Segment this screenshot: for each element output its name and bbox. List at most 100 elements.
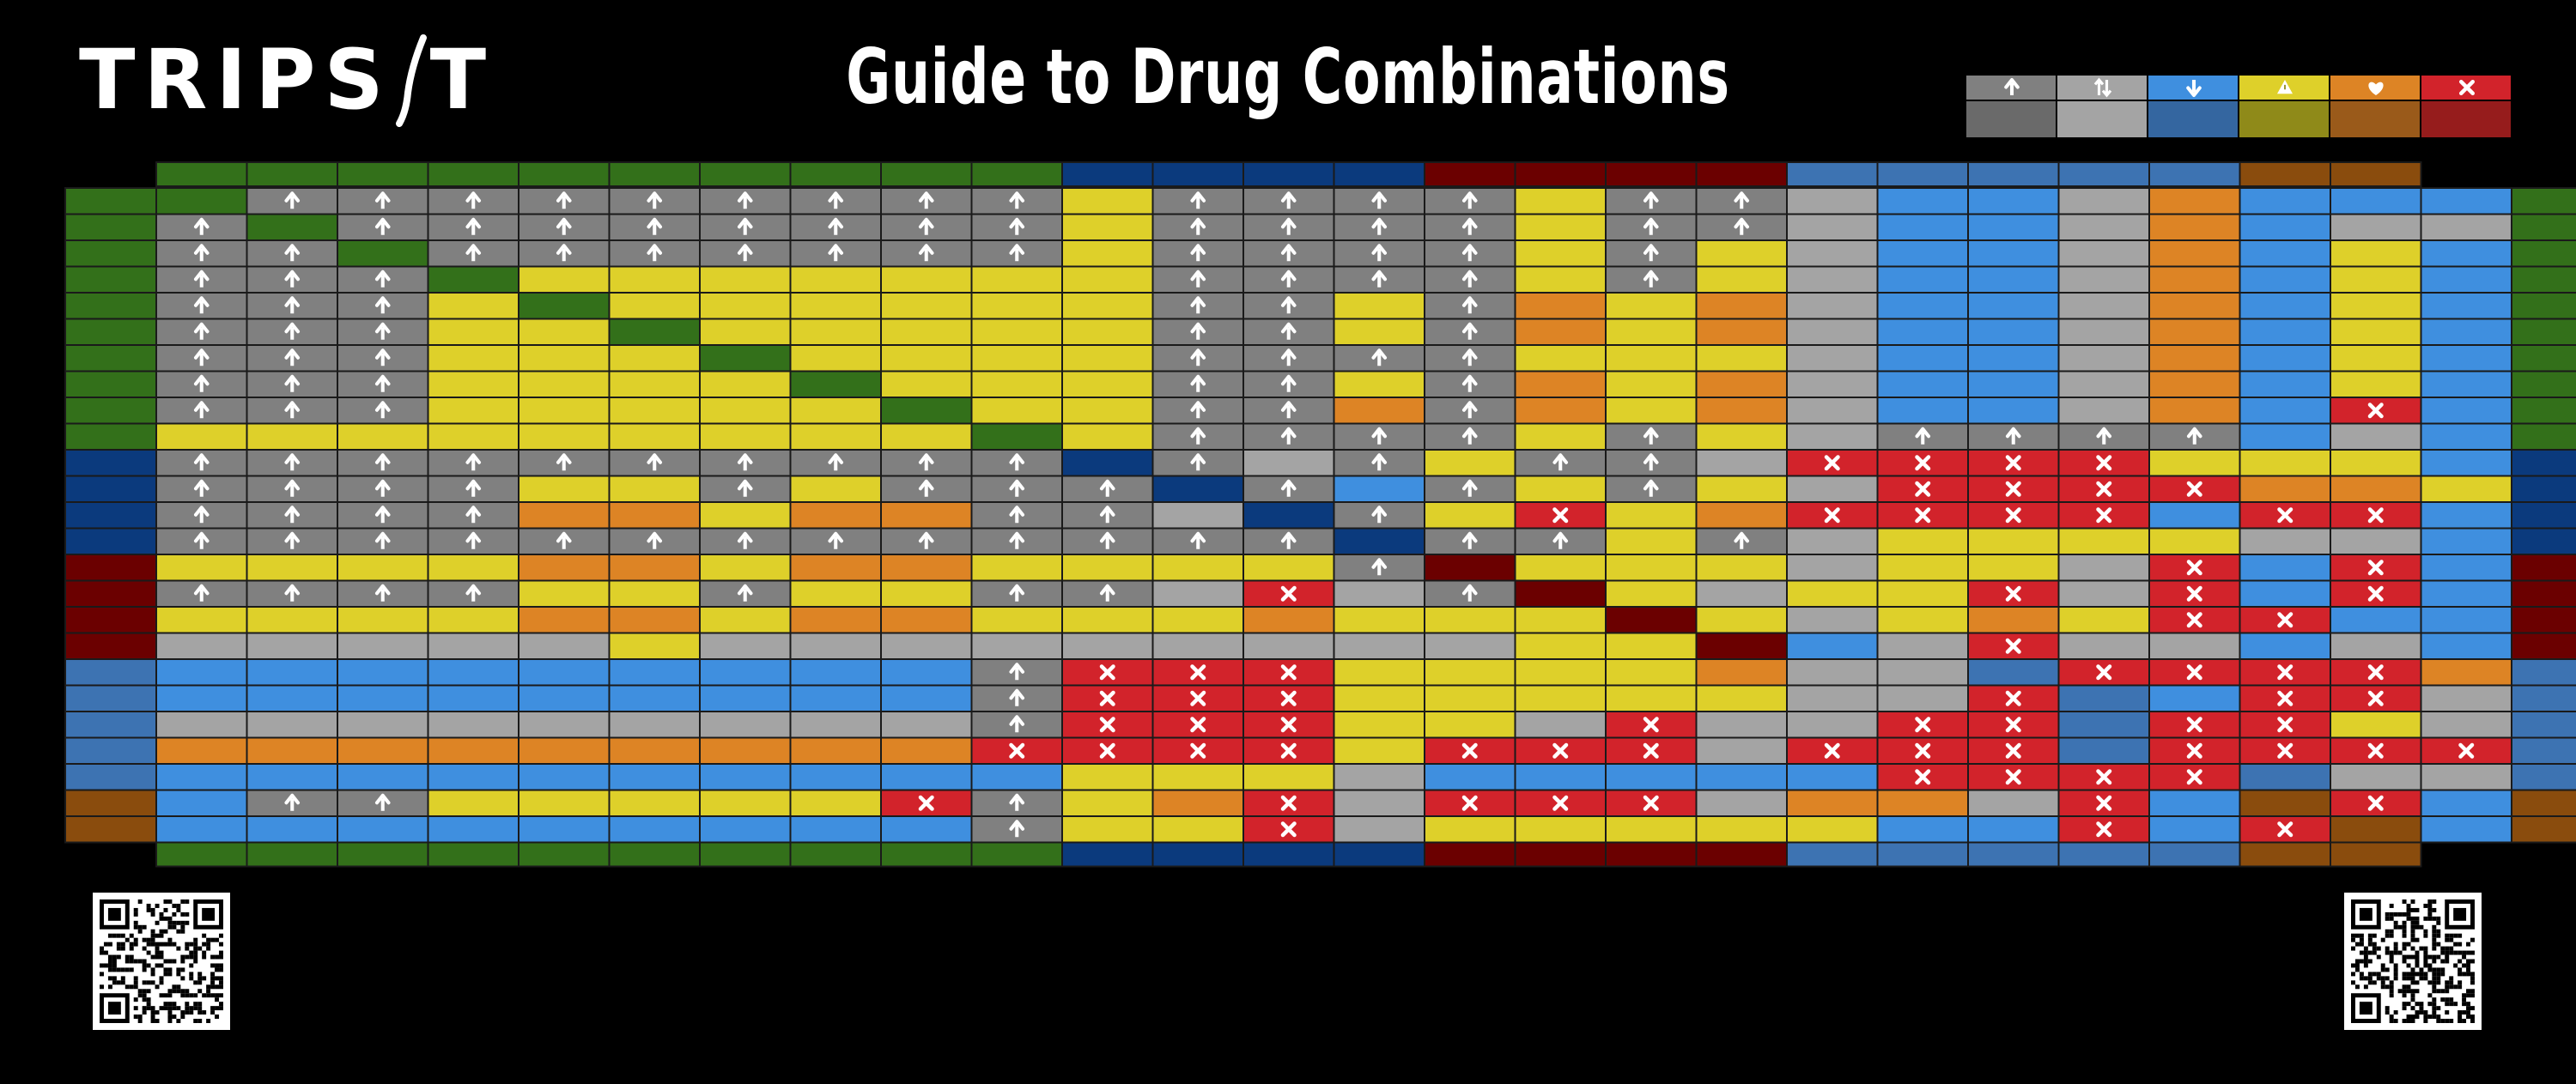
combination-cell[interactable] <box>1061 606 1154 634</box>
combination-cell[interactable] <box>1695 527 1788 555</box>
combination-cell[interactable] <box>699 763 792 791</box>
combination-cell[interactable] <box>699 397 792 425</box>
combination-cell[interactable] <box>155 527 248 555</box>
combination-cell[interactable] <box>427 187 519 215</box>
combination-cell[interactable] <box>1605 815 1698 844</box>
combination-cell[interactable] <box>2420 449 2512 477</box>
combination-cell[interactable] <box>1151 736 1244 765</box>
combination-cell[interactable] <box>518 632 611 660</box>
combination-cell[interactable] <box>1605 501 1698 530</box>
combination-cell[interactable] <box>1786 554 1879 582</box>
combination-cell[interactable] <box>155 554 248 582</box>
combination-cell[interactable] <box>608 736 701 765</box>
combination-cell[interactable] <box>789 789 882 817</box>
combination-cell[interactable] <box>1061 527 1154 555</box>
combination-cell[interactable] <box>970 815 1063 844</box>
combination-cell[interactable] <box>2057 213 2150 241</box>
combination-cell[interactable] <box>2420 213 2512 241</box>
combination-cell[interactable] <box>518 658 611 687</box>
combination-cell[interactable] <box>789 658 882 687</box>
combination-cell[interactable] <box>1151 789 1244 817</box>
combination-cell[interactable] <box>427 370 519 398</box>
combination-cell[interactable] <box>2057 239 2150 268</box>
combination-cell[interactable] <box>2057 318 2150 346</box>
combination-cell[interactable] <box>1242 736 1335 765</box>
qr-code-left[interactable] <box>93 893 230 1030</box>
combination-cell[interactable] <box>427 554 519 582</box>
combination-cell[interactable] <box>970 736 1063 765</box>
combination-cell[interactable] <box>1695 711 1788 739</box>
combination-cell[interactable] <box>1967 606 2060 634</box>
combination-cell[interactable] <box>1786 711 1879 739</box>
combination-cell[interactable] <box>2239 501 2331 530</box>
combination-cell[interactable] <box>337 213 429 241</box>
combination-cell[interactable] <box>1061 397 1154 425</box>
combination-cell[interactable] <box>1605 265 1698 294</box>
combination-cell[interactable] <box>337 501 429 530</box>
combination-cell[interactable] <box>1605 397 1698 425</box>
combination-cell[interactable] <box>608 658 701 687</box>
combination-cell[interactable] <box>789 265 882 294</box>
combination-cell[interactable] <box>337 397 429 425</box>
combination-cell[interactable] <box>2148 239 2241 268</box>
combination-cell[interactable] <box>2057 370 2150 398</box>
combination-cell[interactable] <box>2239 815 2331 844</box>
combination-cell[interactable] <box>699 579 792 608</box>
combination-cell[interactable] <box>2057 475 2150 503</box>
combination-cell[interactable] <box>1514 736 1607 765</box>
combination-cell[interactable] <box>427 449 519 477</box>
combination-cell[interactable] <box>880 711 973 739</box>
combination-cell[interactable] <box>518 397 611 425</box>
combination-cell[interactable] <box>2330 527 2422 555</box>
combination-cell[interactable] <box>1424 187 1516 215</box>
combination-cell[interactable] <box>1242 711 1335 739</box>
combination-cell[interactable] <box>2420 475 2512 503</box>
combination-cell[interactable] <box>1061 815 1154 844</box>
combination-cell[interactable] <box>1876 370 1969 398</box>
combination-cell[interactable] <box>155 501 248 530</box>
combination-cell[interactable] <box>2420 318 2512 346</box>
combination-cell[interactable] <box>880 632 973 660</box>
combination-cell[interactable] <box>1242 527 1335 555</box>
combination-cell[interactable] <box>2057 658 2150 687</box>
combination-cell[interactable] <box>1876 501 1969 530</box>
combination-cell[interactable] <box>1061 632 1154 660</box>
combination-cell[interactable] <box>970 397 1063 425</box>
combination-cell[interactable] <box>1695 397 1788 425</box>
combination-cell[interactable] <box>1967 239 2060 268</box>
combination-cell[interactable] <box>1424 789 1516 817</box>
combination-cell[interactable] <box>2239 292 2331 320</box>
combination-cell[interactable] <box>1786 789 1879 817</box>
combination-cell[interactable] <box>1151 579 1244 608</box>
combination-cell[interactable] <box>2148 213 2241 241</box>
combination-cell[interactable] <box>2148 711 2241 739</box>
combination-cell[interactable] <box>608 554 701 582</box>
combination-cell[interactable] <box>2420 397 2512 425</box>
combination-cell[interactable] <box>2057 501 2150 530</box>
combination-cell[interactable] <box>880 265 973 294</box>
combination-cell[interactable] <box>1061 422 1154 451</box>
combination-cell[interactable] <box>880 658 973 687</box>
combination-cell[interactable] <box>2148 579 2241 608</box>
combination-cell[interactable] <box>518 449 611 477</box>
combination-cell[interactable] <box>880 527 973 555</box>
combination-cell[interactable] <box>518 265 611 294</box>
combination-cell[interactable] <box>1695 213 1788 241</box>
combination-cell[interactable] <box>2057 422 2150 451</box>
combination-cell[interactable] <box>1514 449 1607 477</box>
combination-cell[interactable] <box>427 397 519 425</box>
combination-cell[interactable] <box>1514 318 1607 346</box>
combination-cell[interactable] <box>970 763 1063 791</box>
combination-cell[interactable] <box>789 554 882 582</box>
combination-cell[interactable] <box>1424 736 1516 765</box>
combination-cell[interactable] <box>337 475 429 503</box>
combination-cell[interactable] <box>1333 370 1425 398</box>
combination-cell[interactable] <box>1514 711 1607 739</box>
combination-cell[interactable] <box>1786 370 1879 398</box>
combination-cell[interactable] <box>246 736 338 765</box>
combination-cell[interactable] <box>2239 711 2331 739</box>
combination-cell[interactable] <box>246 318 338 346</box>
combination-cell[interactable] <box>518 554 611 582</box>
combination-cell[interactable] <box>699 554 792 582</box>
combination-cell[interactable] <box>2239 763 2331 791</box>
